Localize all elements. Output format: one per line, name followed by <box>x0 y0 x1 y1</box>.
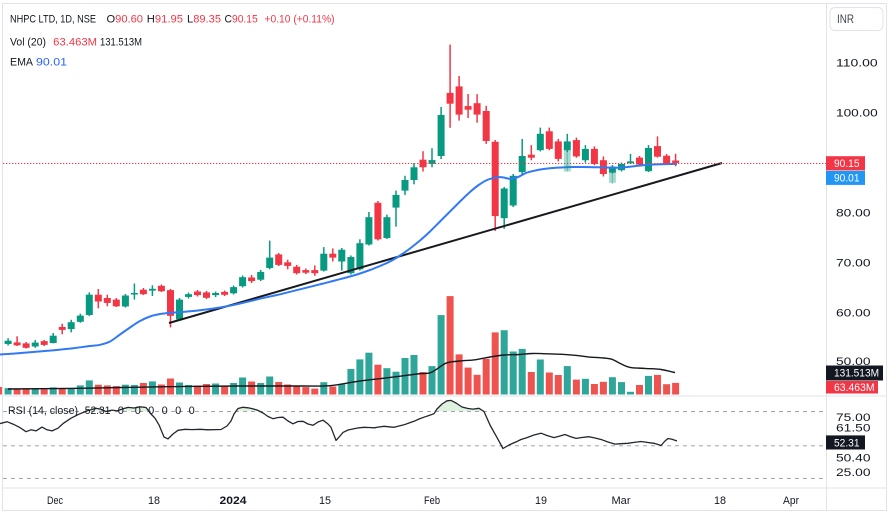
svg-text:70.00: 70.00 <box>836 258 871 270</box>
svg-text:0: 0 <box>175 405 181 417</box>
svg-text:90.01: 90.01 <box>834 173 860 185</box>
svg-text:L89.35: L89.35 <box>187 14 221 26</box>
svg-text:50.40: 50.40 <box>836 453 871 465</box>
svg-text:NHPC LTD, 1D, NSE: NHPC LTD, 1D, NSE <box>10 14 96 26</box>
svg-text:18: 18 <box>714 495 726 507</box>
svg-text:110.00: 110.00 <box>836 58 878 70</box>
svg-text:O90.60: O90.60 <box>107 14 144 26</box>
svg-text:52.31: 52.31 <box>85 405 111 417</box>
svg-text:19: 19 <box>535 495 547 507</box>
svg-text:0: 0 <box>135 405 141 417</box>
svg-text:Apr: Apr <box>783 495 799 507</box>
svg-text:Feb: Feb <box>424 495 440 507</box>
svg-text:15: 15 <box>319 495 331 507</box>
svg-text:90.01: 90.01 <box>36 57 67 69</box>
svg-text:Mar: Mar <box>612 495 631 507</box>
svg-text:C90.15: C90.15 <box>225 14 258 26</box>
svg-text:131.513M: 131.513M <box>100 37 142 49</box>
svg-text:0: 0 <box>162 405 168 417</box>
svg-text:61.50: 61.50 <box>836 423 871 435</box>
svg-text:0: 0 <box>189 405 195 417</box>
svg-text:75.00: 75.00 <box>836 412 871 424</box>
svg-text:0: 0 <box>148 405 154 417</box>
svg-text:+0.10 (+0.11%): +0.10 (+0.11%) <box>265 14 335 26</box>
svg-text:60.00: 60.00 <box>836 308 871 320</box>
svg-text:131.513M: 131.513M <box>834 368 879 380</box>
svg-text:0: 0 <box>118 405 124 417</box>
svg-text:90.15: 90.15 <box>834 158 860 170</box>
svg-text:50.00: 50.00 <box>836 356 871 368</box>
svg-text:25.00: 25.00 <box>836 467 871 479</box>
svg-text:63.463M: 63.463M <box>53 37 97 49</box>
svg-text:100.00: 100.00 <box>836 108 878 120</box>
svg-text:H91.95: H91.95 <box>147 14 183 26</box>
svg-text:52.31: 52.31 <box>834 437 860 449</box>
svg-text:2024: 2024 <box>220 495 248 507</box>
svg-text:63.463M: 63.463M <box>834 382 875 394</box>
svg-text:80.00: 80.00 <box>836 208 871 220</box>
svg-text:INR: INR <box>837 12 854 26</box>
svg-text:Dec: Dec <box>47 495 63 507</box>
svg-text:Vol (20): Vol (20) <box>10 37 46 49</box>
svg-text:RSI (14, close): RSI (14, close) <box>8 405 78 417</box>
svg-text:18: 18 <box>148 495 160 507</box>
svg-text:EMA: EMA <box>10 57 34 69</box>
